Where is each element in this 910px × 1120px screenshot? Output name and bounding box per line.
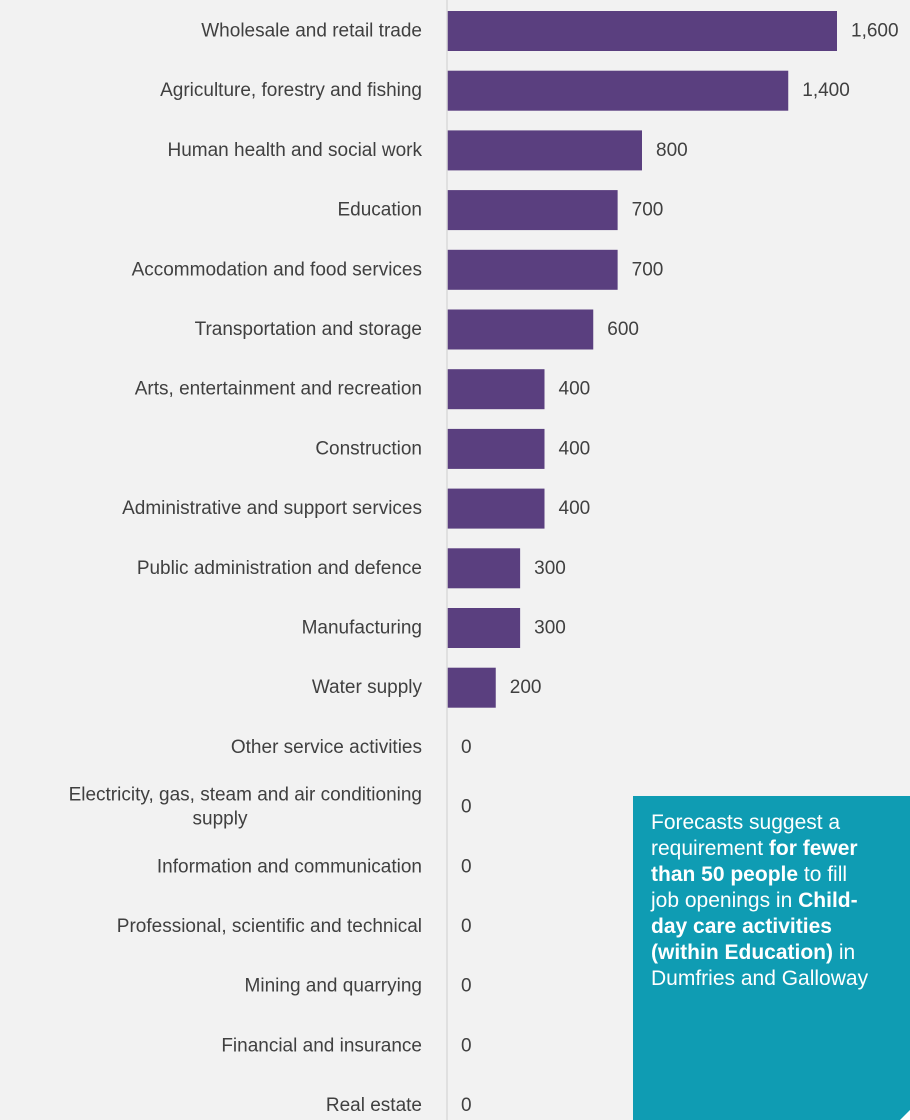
value-label: 700 [632,259,664,280]
bar [447,369,545,410]
value-label: 0 [461,1035,472,1056]
category-label: Transportation and storage [195,319,422,340]
category-label: Agriculture, forestry and fishing [160,80,422,101]
category-label: Information and communication [157,856,422,877]
bar [447,11,837,51]
callout-bold-text: day care activities [651,915,832,938]
bar [447,190,618,231]
value-label: 1,400 [802,80,850,101]
value-label: 400 [559,498,591,519]
category-label: Administrative and support services [122,498,422,519]
value-label: 300 [534,618,566,639]
value-label: 600 [607,319,639,340]
bar [447,488,545,529]
callout-corner-fold [900,1110,910,1120]
value-label: 0 [461,856,472,877]
bar [447,249,618,290]
value-label: 0 [461,976,472,997]
callout-text: to fill [798,863,848,886]
bar [447,428,545,469]
value-label: 700 [632,200,664,221]
bar [447,130,642,171]
category-label: Professional, scientific and technical [117,916,422,937]
category-label: Real estate [326,1095,422,1116]
value-label: 400 [559,379,591,400]
callout-bold-text: than 50 people [651,863,799,886]
value-label: 0 [461,737,472,758]
value-label: 200 [510,677,542,698]
callout-bold-text: for fewer [768,837,858,860]
category-label: Human health and social work [167,140,422,161]
callout-bold-text: (within Education) [651,941,833,964]
category-label: Mining and quarrying [245,976,422,997]
category-label: Wholesale and retail trade [201,21,422,42]
category-label: Water supply [312,677,423,698]
callout-text: in [832,941,856,964]
category-label: Arts, entertainment and recreation [135,379,422,400]
callout-text: requirement [651,837,769,860]
bar [447,548,521,589]
category-label: Construction [315,438,422,459]
callout-text: Forecasts suggest a [651,811,841,834]
forecast-callout-box: Forecasts suggest a requirement for fewe… [633,796,910,1120]
bar [447,70,789,111]
value-label: 0 [461,916,472,937]
category-label: supply [193,809,248,830]
bar [447,309,594,350]
category-label: Accommodation and food services [132,259,422,280]
callout-bold-text: Child- [798,889,858,912]
category-label: Public administration and defence [137,558,422,579]
value-label: 0 [461,797,472,818]
category-label: Education [337,200,422,221]
callout-text: Dumfries and Galloway [651,967,869,990]
callout-text: job openings in [651,889,799,912]
category-label: Other service activities [231,737,422,758]
value-label: 1,600 [851,21,899,42]
value-label: 300 [534,558,566,579]
bar [447,608,521,648]
category-label: Manufacturing [302,618,422,639]
value-label: 400 [559,438,591,459]
value-label: 0 [461,1095,472,1116]
category-label: Financial and insurance [221,1035,422,1056]
bar [447,667,496,708]
category-label: Electricity, gas, steam and air conditio… [69,785,422,806]
value-label: 800 [656,140,688,161]
